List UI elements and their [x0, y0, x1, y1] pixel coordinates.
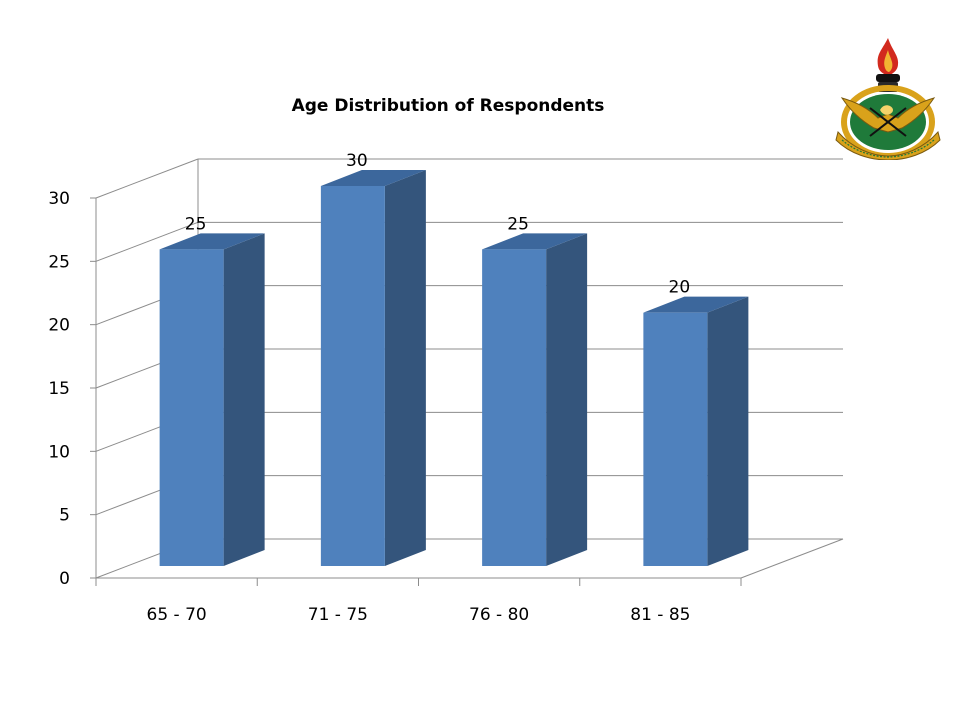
bar-top [643, 296, 749, 313]
y-tick-label: 20 [48, 316, 70, 336]
y-tick-label: 30 [48, 189, 70, 209]
chart-title: Age Distribution of Respondents [292, 96, 605, 116]
bar-side [223, 233, 265, 567]
x-tick-label: 81 - 85 [630, 605, 690, 625]
gridline-diagonal [95, 158, 199, 199]
university-crest-logo [835, 38, 941, 160]
bar-side [707, 296, 749, 566]
y-axis-tick-labels: 0 5 10 15 20 25 30 [48, 189, 70, 589]
bars [159, 170, 749, 567]
bar-side [384, 170, 426, 566]
bar [320, 170, 426, 566]
x-axis-tick-labels: 65 - 70 71 - 75 76 - 80 81 - 85 [147, 605, 691, 625]
eagle-icon [840, 97, 936, 133]
gridline-diagonal [95, 221, 199, 262]
bar-side [546, 233, 588, 567]
data-labels: 25 30 25 20 [185, 151, 690, 298]
bar-top [320, 170, 426, 186]
bar [643, 296, 749, 566]
floor-right-edge [740, 538, 844, 579]
bar-top [159, 233, 265, 250]
data-label: 25 [185, 214, 207, 234]
bar-front [482, 249, 547, 567]
bar [482, 233, 588, 567]
data-label: 20 [669, 278, 691, 298]
x-tick-label: 65 - 70 [147, 605, 207, 625]
y-tick-label: 10 [48, 442, 70, 462]
x-tick-label: 76 - 80 [469, 605, 529, 625]
y-tick-label: 15 [48, 379, 70, 399]
data-label: 25 [507, 214, 529, 234]
bar-front [320, 186, 385, 566]
bar [159, 233, 265, 567]
bar-chart: Age Distribution of Respondents 0 5 10 15 20… [48, 96, 844, 625]
bar-top [482, 233, 588, 250]
y-tick-label: 0 [59, 569, 70, 589]
x-tick-label: 71 - 75 [308, 605, 368, 625]
crest-ribbon [835, 130, 941, 160]
y-tick-label: 5 [59, 506, 70, 526]
data-label: 30 [346, 151, 368, 171]
bar-front [159, 249, 224, 567]
bar-front [643, 312, 708, 566]
y-tick-label: 25 [48, 252, 70, 272]
